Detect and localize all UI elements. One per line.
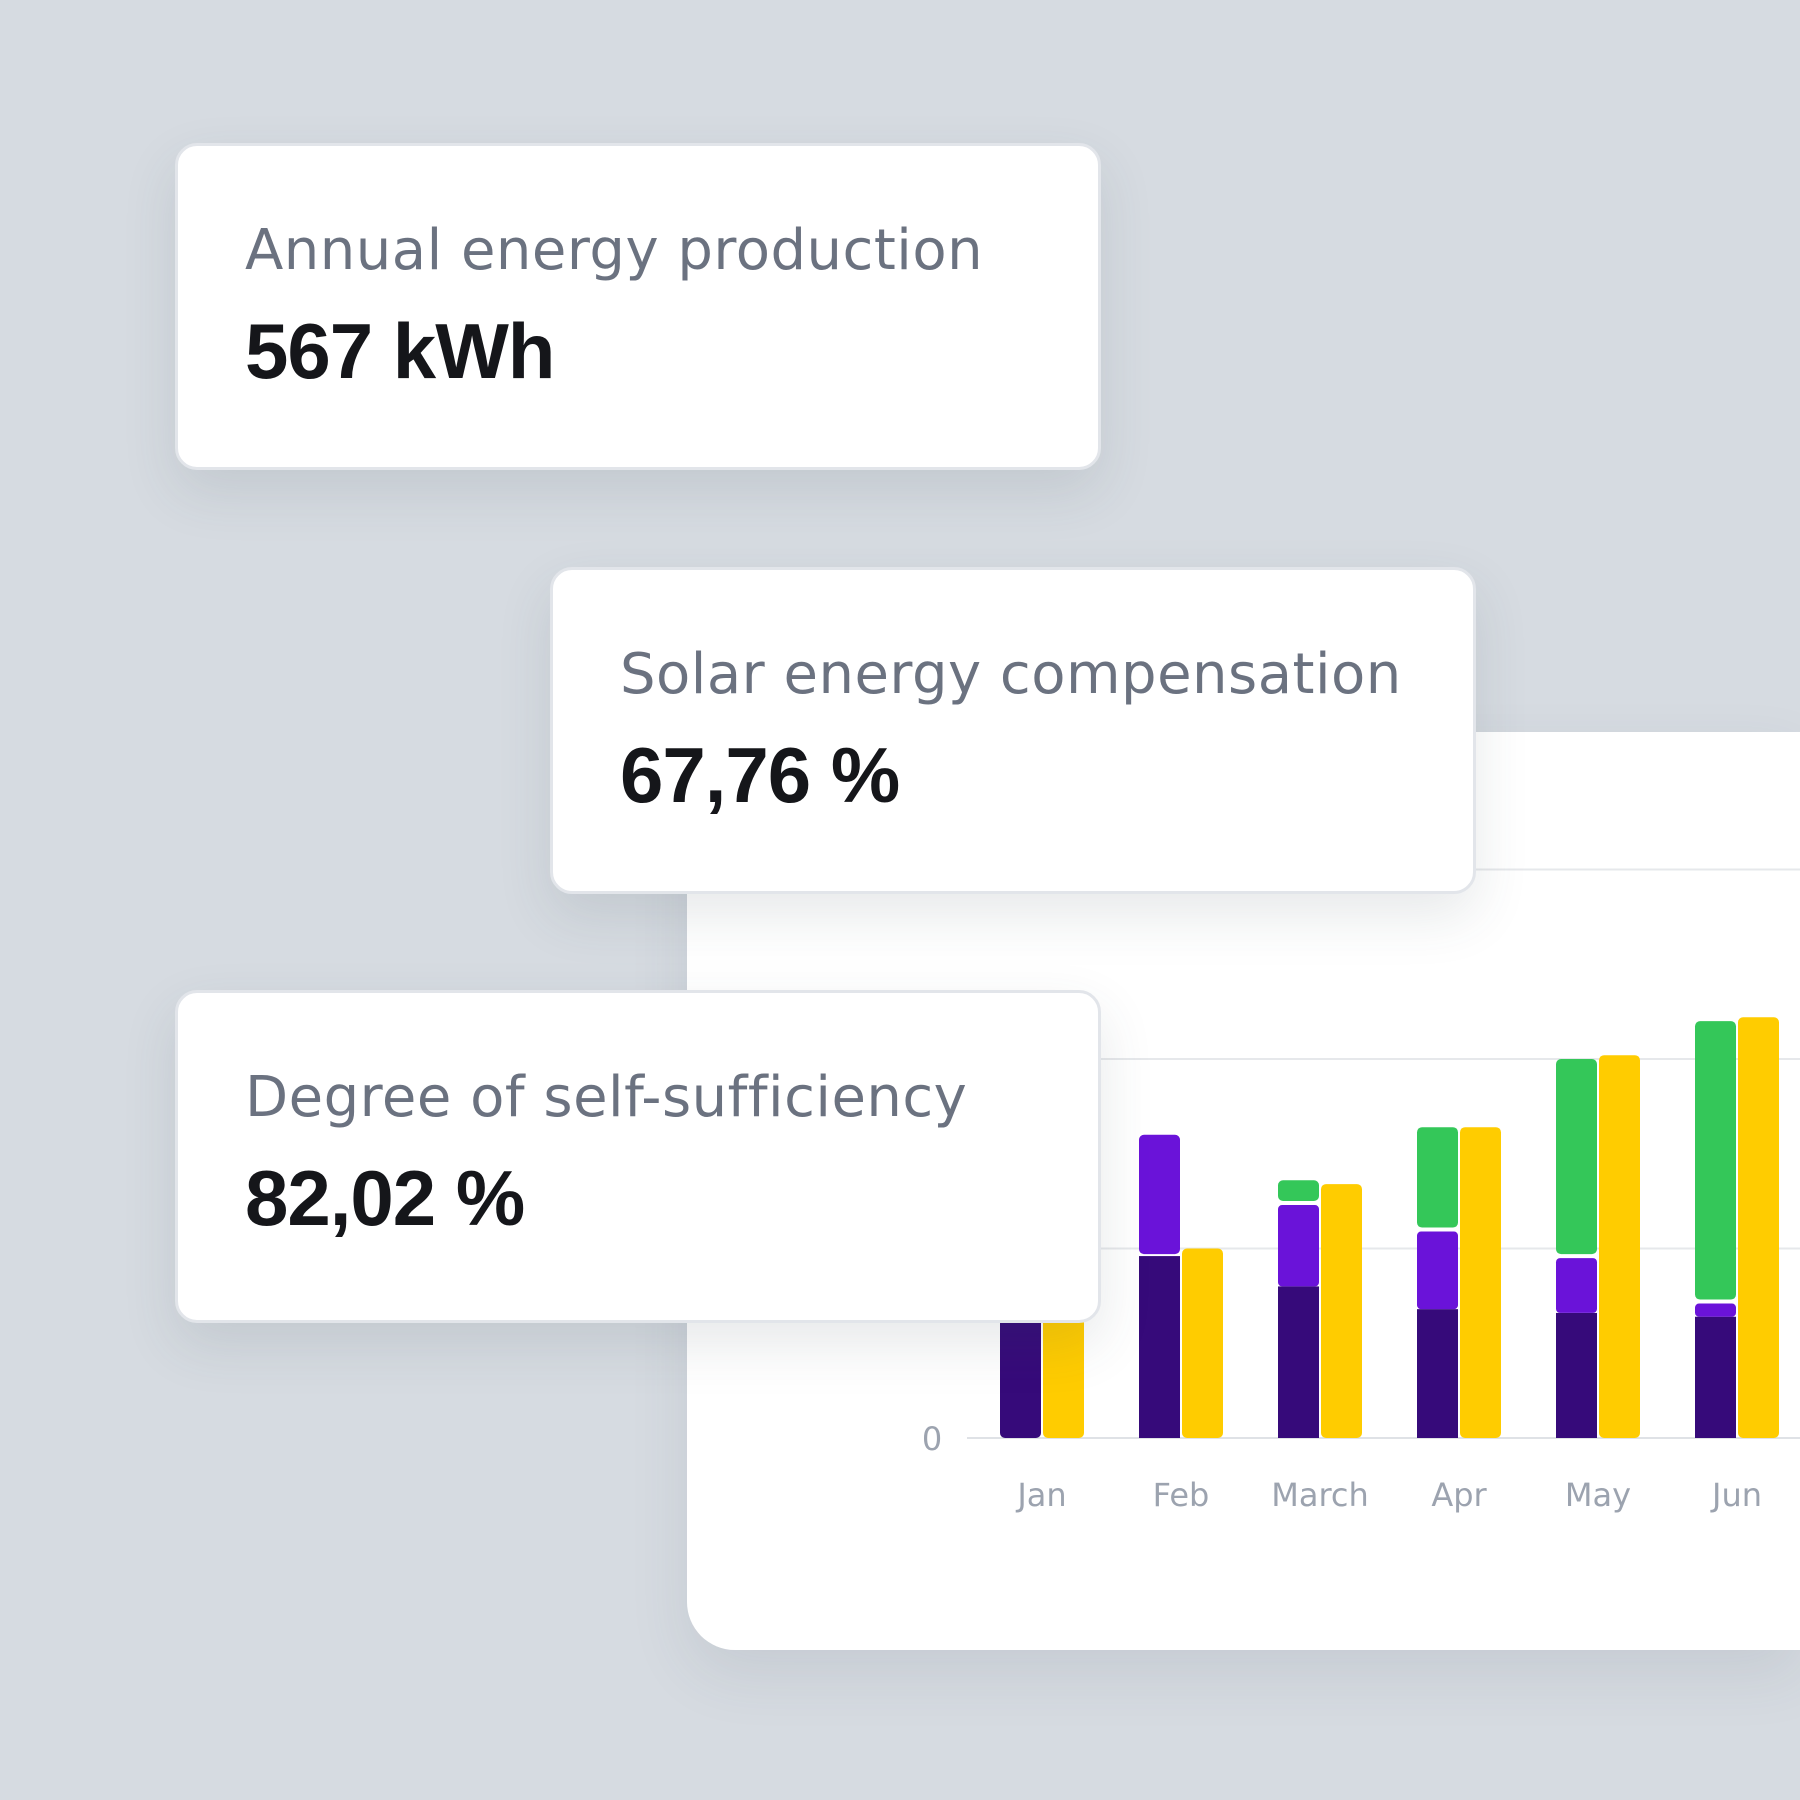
stacked-bar-segment-1 <box>1556 1258 1597 1313</box>
total-bar <box>1738 1017 1779 1438</box>
stacked-bar-segment-2 <box>1695 1021 1736 1300</box>
stacked-bar-segment-0 <box>1695 1316 1736 1438</box>
solar-energy-compensation-value: 67,76 % <box>620 731 900 819</box>
stacked-bar-segment-0 <box>1000 1286 1041 1438</box>
self-sufficiency-card: Degree of self-sufficiency 82,02 % <box>175 990 1101 1323</box>
x-tick-label: May <box>1565 1476 1631 1514</box>
stacked-bar-segment-2 <box>1417 1127 1458 1228</box>
stacked-bar-segment-1 <box>1278 1205 1319 1287</box>
annual-energy-production-value: 567 kWh <box>245 307 555 395</box>
stacked-bar-segment-0 <box>1417 1309 1458 1438</box>
total-bar <box>1321 1184 1362 1438</box>
total-bar <box>1043 1286 1084 1438</box>
x-tick-label: Feb <box>1153 1476 1210 1514</box>
self-sufficiency-value: 82,02 % <box>245 1154 525 1242</box>
solar-energy-compensation-label: Solar energy compensation <box>620 642 1402 707</box>
total-bar <box>1182 1248 1223 1438</box>
stacked-bar-segment-1 <box>1695 1303 1736 1317</box>
stacked-bar-segment-0 <box>1139 1256 1180 1438</box>
stacked-bar-segment-2 <box>1556 1059 1597 1255</box>
stacked-bar-segment-1 <box>1139 1134 1180 1255</box>
bar-chart: 0 Jan Feb March Apr May Jun <box>922 868 1800 1514</box>
stacked-bar-segment-1 <box>1417 1231 1458 1310</box>
self-sufficiency-label: Degree of self-sufficiency <box>245 1065 968 1130</box>
total-bar <box>1599 1055 1640 1438</box>
x-tick-label: Apr <box>1431 1476 1487 1514</box>
annual-energy-production-label: Annual energy production <box>245 218 984 283</box>
total-bar <box>1460 1127 1501 1438</box>
stacked-bar-segment-0 <box>1556 1312 1597 1438</box>
stacked-bar-segment-0 <box>1278 1286 1319 1438</box>
stacked-bar-segment-2 <box>1278 1180 1319 1202</box>
x-tick-label: March <box>1271 1476 1369 1514</box>
solar-energy-compensation-card: Solar energy compensation 67,76 % <box>550 567 1476 894</box>
annual-energy-production-card: Annual energy production 567 kWh <box>175 143 1101 470</box>
x-tick-label: Jan <box>1015 1476 1066 1514</box>
y-tick-label: 0 <box>922 1420 942 1458</box>
x-tick-label: Jun <box>1710 1476 1762 1514</box>
